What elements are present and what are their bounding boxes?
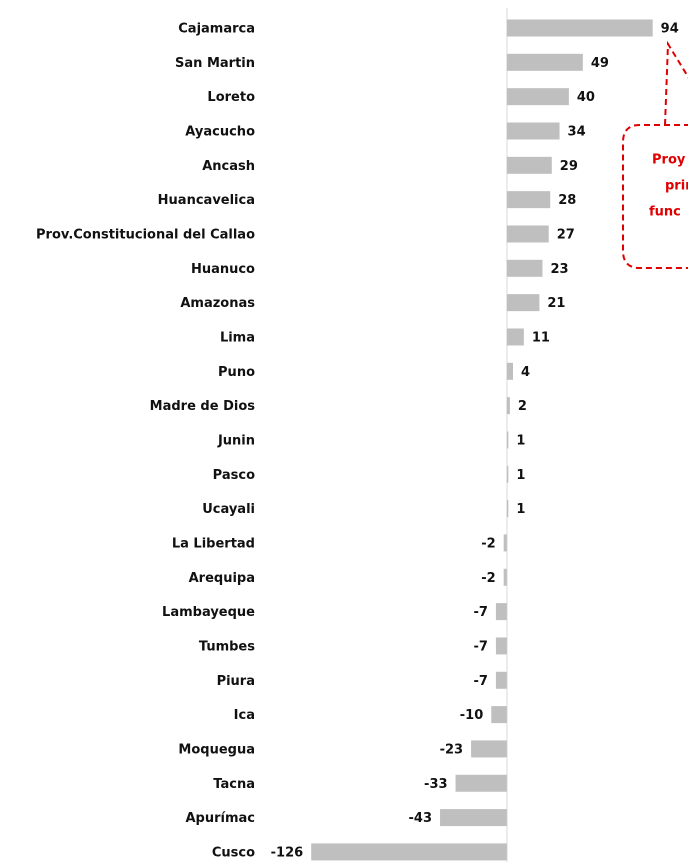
value-label: -23: [440, 742, 464, 757]
value-label: -2: [481, 536, 495, 551]
value-label: 1: [516, 502, 525, 517]
value-label: -126: [271, 845, 304, 860]
value-label: 4: [521, 365, 530, 380]
category-label: Tumbes: [199, 639, 255, 654]
value-label: -33: [424, 777, 448, 792]
category-label: Madre de Dios: [150, 399, 256, 414]
bar: [506, 122, 560, 140]
bar: [503, 534, 507, 552]
category-label: Cusco: [212, 845, 255, 860]
value-label: -2: [481, 571, 495, 586]
category-label: Tacna: [213, 777, 255, 792]
category-label: Amazonas: [180, 296, 255, 311]
bar: [506, 156, 552, 174]
value-label: 2: [518, 399, 527, 414]
category-label: Huanuco: [191, 262, 255, 277]
value-label: 29: [560, 159, 578, 174]
value-label: -10: [460, 708, 484, 723]
value-label: -43: [409, 811, 433, 826]
bar: [506, 259, 543, 277]
category-label: Ancash: [202, 159, 255, 174]
bar: [506, 362, 513, 380]
bar: [506, 397, 510, 415]
category-label: Ucayali: [202, 502, 255, 517]
category-label: Cajamarca: [178, 22, 255, 37]
category-label: Piura: [217, 674, 255, 689]
callout-pointer: [664, 40, 688, 126]
value-label: 28: [558, 193, 576, 208]
category-label: Junin: [217, 433, 255, 448]
annotation-text: func: [649, 205, 681, 220]
bar: [495, 671, 507, 689]
category-label: Ayacucho: [185, 124, 255, 139]
category-label: Prov.Constitucional del Callao: [36, 227, 255, 242]
bar: [471, 740, 507, 758]
category-label: Moquegua: [178, 742, 255, 757]
value-label: 1: [516, 468, 525, 483]
bar: [506, 500, 509, 518]
callout-box: [622, 124, 688, 269]
category-label: Arequipa: [189, 571, 255, 586]
bar: [455, 774, 507, 792]
value-label: -7: [473, 605, 487, 620]
value-label: 34: [568, 124, 586, 139]
bar: [506, 294, 540, 312]
bar: [491, 706, 507, 724]
bar: [495, 603, 507, 621]
category-label: Puno: [218, 365, 255, 380]
value-label: 49: [591, 56, 609, 71]
value-label: 40: [577, 90, 595, 105]
bar: [503, 568, 507, 586]
value-label: 21: [547, 296, 565, 311]
category-label: Loreto: [207, 90, 255, 105]
value-label: 94: [661, 22, 679, 37]
annotation-text: prin: [665, 179, 688, 194]
category-label: Lima: [220, 330, 255, 345]
value-label: 11: [532, 330, 550, 345]
category-label: Apurímac: [185, 811, 255, 826]
bar: [506, 191, 551, 209]
bar: [506, 88, 569, 106]
category-label: Lambayeque: [162, 605, 255, 620]
category-label: La Libertad: [172, 536, 255, 551]
category-label: Pasco: [213, 468, 255, 483]
bar: [506, 225, 549, 243]
callout: Proy prin func: [622, 40, 688, 269]
bar: [506, 328, 524, 346]
annotation-text: Proy: [652, 153, 686, 168]
value-label: 23: [550, 262, 568, 277]
value-label: 1: [516, 433, 525, 448]
value-label: -7: [473, 674, 487, 689]
bar: [311, 843, 507, 861]
category-label: Huancavelica: [158, 193, 255, 208]
bar: [506, 465, 509, 483]
category-label: Ica: [234, 708, 255, 723]
value-label: -7: [473, 639, 487, 654]
bar: [495, 637, 507, 655]
category-label: San Martin: [175, 56, 255, 71]
bar: [506, 53, 583, 71]
bar: [506, 431, 509, 449]
bar: [506, 19, 653, 37]
value-label: 27: [557, 227, 575, 242]
bar: [440, 809, 507, 827]
